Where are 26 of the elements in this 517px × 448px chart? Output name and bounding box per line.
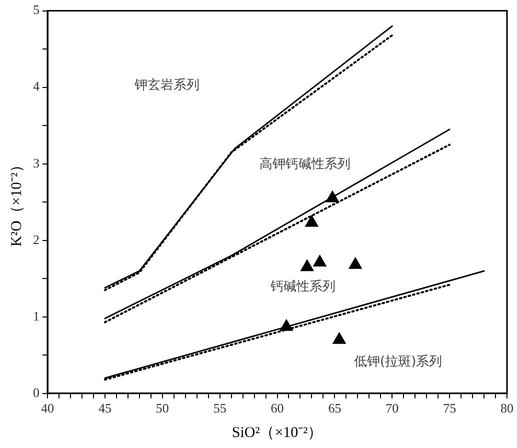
x-tick-label: 75 [443, 400, 456, 416]
point [305, 215, 318, 227]
x-axis-title: SiO²（×10⁻²） [232, 424, 323, 441]
x-tick-label: 65 [328, 400, 342, 416]
y-tick-label: 3 [33, 155, 40, 170]
point [300, 260, 314, 272]
y-tick-label: 4 [33, 78, 40, 94]
annotation: 低钾(拉斑)系列 [354, 354, 442, 370]
y-tick-label: 2 [33, 232, 40, 247]
x-tick-label: 55 [213, 400, 226, 416]
point [332, 332, 346, 344]
annotation: 钾玄岩系列 [133, 77, 200, 94]
x-tick-label: 45 [98, 400, 112, 416]
x-tick-label: 80 [500, 400, 514, 416]
y-tick-label: 5 [33, 2, 40, 18]
x-tick-label: 50 [156, 400, 169, 416]
annotation: 高钾钙碱性系列 [259, 156, 350, 172]
y-tick-label: 0 [33, 384, 40, 400]
y-axis-title: K²O（×10⁻²） [8, 158, 25, 247]
x-tick-label: 70 [386, 400, 399, 416]
annotation: 钙碱性系列 [269, 279, 336, 294]
x-tick-label: 60 [270, 400, 284, 416]
x-tick-label: 40 [41, 400, 54, 416]
point [348, 257, 362, 269]
point [313, 255, 326, 267]
y-tick-label: 1 [33, 308, 40, 324]
